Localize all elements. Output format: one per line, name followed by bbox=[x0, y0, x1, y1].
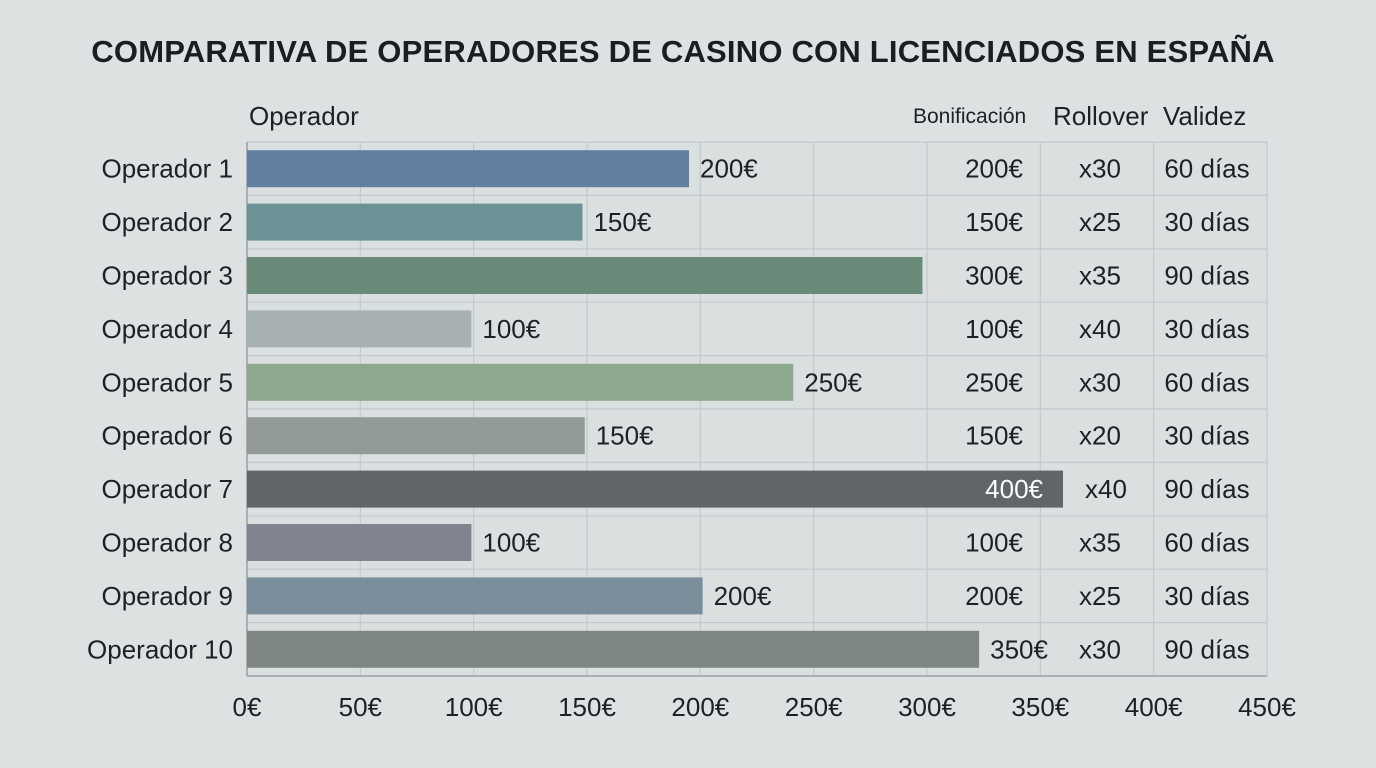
bar bbox=[247, 203, 583, 241]
category-label: Operador 7 bbox=[101, 474, 233, 504]
bonus-cell: 150€ bbox=[965, 207, 1023, 237]
rollover-cell: x40 bbox=[1079, 314, 1121, 344]
bonus-column-header: Bonificación bbox=[913, 105, 1027, 128]
bonus-cell: 200€ bbox=[965, 154, 1023, 184]
validity-cell: 60 días bbox=[1164, 154, 1249, 184]
category-label: Operador 5 bbox=[101, 367, 233, 397]
bar bbox=[247, 470, 1063, 508]
rollover-cell: x30 bbox=[1079, 154, 1121, 184]
validity-cell: 90 días bbox=[1164, 261, 1249, 291]
x-tick-label: 100€ bbox=[445, 692, 503, 722]
bar bbox=[247, 310, 472, 348]
bar-value-label: 350€ bbox=[990, 634, 1048, 664]
bar-value-label: 100€ bbox=[482, 314, 540, 344]
x-tick-label: 450€ bbox=[1238, 692, 1296, 722]
validity-cell: 30 días bbox=[1164, 314, 1249, 344]
validity-cell: 90 días bbox=[1164, 474, 1249, 504]
bar bbox=[247, 577, 703, 615]
bar bbox=[247, 150, 689, 188]
category-label: Operador 2 bbox=[101, 207, 233, 237]
bar-value-label: 150€ bbox=[593, 207, 651, 237]
bar-value-label: 200€ bbox=[700, 154, 758, 184]
rollover-cell: x35 bbox=[1079, 528, 1121, 558]
bar bbox=[247, 630, 980, 668]
rollover-cell: x20 bbox=[1079, 421, 1121, 451]
bonus-cell: 100€ bbox=[965, 528, 1023, 558]
validity-cell: 30 días bbox=[1164, 421, 1249, 451]
bar bbox=[247, 257, 923, 294]
validity-cell: 60 días bbox=[1164, 528, 1249, 558]
rollover-cell: x25 bbox=[1079, 581, 1121, 611]
bar-value-label: 250€ bbox=[804, 367, 862, 397]
rollover-cell: x25 bbox=[1079, 207, 1121, 237]
validity-cell: 30 días bbox=[1164, 581, 1249, 611]
x-tick-label: 350€ bbox=[1011, 692, 1069, 722]
rollover-cell: x35 bbox=[1079, 261, 1121, 291]
bar-value-label: 150€ bbox=[596, 421, 654, 451]
bar-value-label: 400€ bbox=[985, 474, 1043, 504]
validity-cell: 60 días bbox=[1164, 367, 1249, 397]
bonus-cell: 200€ bbox=[965, 581, 1023, 611]
bar-value-label: 100€ bbox=[482, 528, 540, 558]
x-tick-label: 300€ bbox=[898, 692, 956, 722]
bar-value-label: 200€ bbox=[714, 581, 772, 611]
rollover-cell: x30 bbox=[1079, 634, 1121, 664]
x-tick-label: 0€ bbox=[233, 692, 262, 722]
category-label: Operador 9 bbox=[101, 581, 233, 611]
bar bbox=[247, 363, 794, 401]
bonus-cell: 100€ bbox=[965, 314, 1023, 344]
category-label: Operador 4 bbox=[101, 314, 233, 344]
category-label: Operador 8 bbox=[101, 528, 233, 558]
bar bbox=[247, 417, 585, 455]
x-tick-label: 250€ bbox=[785, 692, 843, 722]
x-tick-label: 50€ bbox=[339, 692, 383, 722]
validity-column-header: Validez bbox=[1163, 101, 1247, 131]
rollover-cell: x40 bbox=[1085, 474, 1127, 504]
x-tick-label: 200€ bbox=[671, 692, 729, 722]
bonus-cell: 300€ bbox=[965, 261, 1023, 291]
validity-cell: 30 días bbox=[1164, 207, 1249, 237]
chart-title: COMPARATIVA DE OPERADORES DE CASINO CON … bbox=[91, 34, 1275, 69]
rollover-column-header: Rollover bbox=[1053, 101, 1149, 131]
bar bbox=[247, 524, 472, 561]
validity-cell: 90 días bbox=[1164, 634, 1249, 664]
category-label: Operador 10 bbox=[87, 634, 233, 664]
operator-column-header: Operador bbox=[249, 101, 359, 131]
x-tick-label: 400€ bbox=[1125, 692, 1183, 722]
category-label: Operador 6 bbox=[101, 421, 233, 451]
rollover-cell: x30 bbox=[1079, 367, 1121, 397]
category-label: Operador 3 bbox=[101, 261, 233, 291]
bonus-cell: 150€ bbox=[965, 421, 1023, 451]
bonus-cell: 250€ bbox=[965, 367, 1023, 397]
category-label: Operador 1 bbox=[101, 154, 233, 184]
x-tick-label: 150€ bbox=[558, 692, 616, 722]
